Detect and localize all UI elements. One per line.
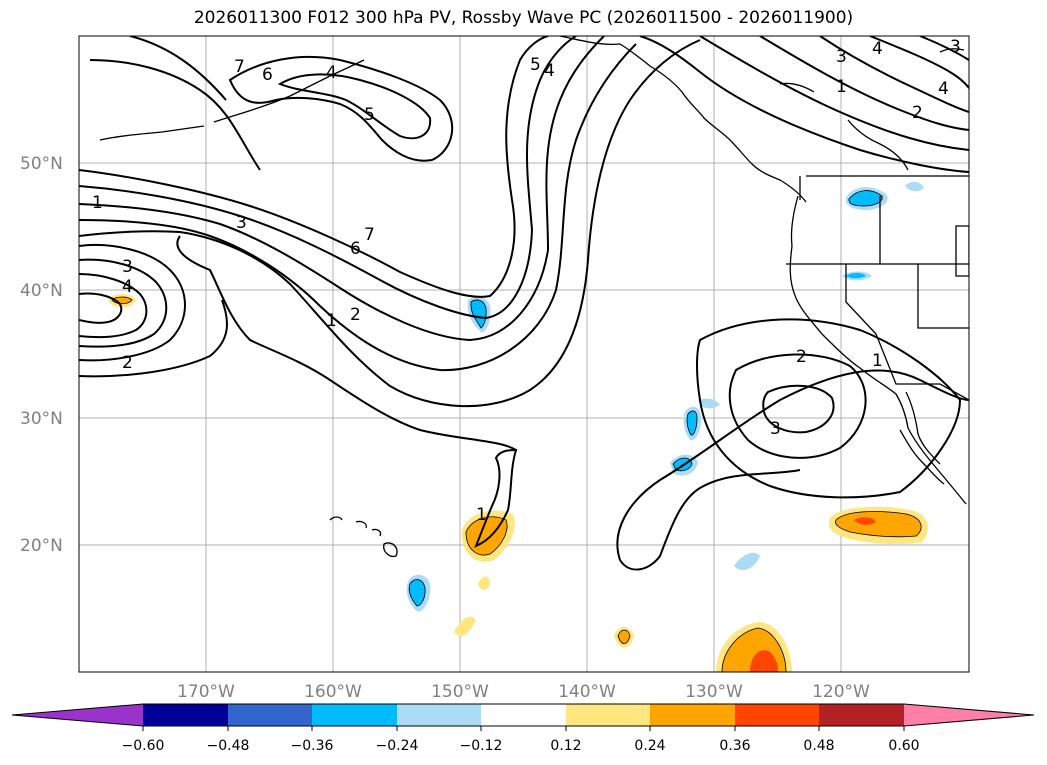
coastlines [99, 36, 969, 558]
anomaly-shading [108, 181, 928, 672]
anomaly-outlines [111, 190, 922, 672]
contour-label: 3 [122, 257, 133, 277]
colorbar-tick-label: 0.48 [803, 738, 834, 754]
contour-label: 6 [350, 239, 361, 259]
lon-label: 120°W [812, 682, 870, 702]
contour-label: 4 [872, 39, 883, 59]
colorbar-segment [397, 704, 481, 726]
contour-label: 6 [262, 65, 273, 85]
pv-contours [79, 36, 969, 571]
colorbar-segment [904, 704, 1034, 726]
map-title: 2026011300 F012 300 hPa PV, Rossby Wave … [193, 8, 854, 28]
colorbar-segment [819, 704, 904, 726]
anomaly-patch [846, 273, 866, 279]
colorbar-tick-label: −0.12 [460, 738, 503, 754]
anomaly-patch [698, 398, 720, 409]
colorbar-tick-label: −0.36 [291, 738, 334, 754]
contour-label: 7 [364, 225, 375, 245]
anomaly-patch [905, 181, 924, 192]
anomaly-patch [687, 410, 697, 436]
contour-label: 2 [350, 305, 361, 325]
contour-label: 3 [236, 213, 247, 233]
contour-label: 7 [234, 57, 245, 77]
anomaly-patch [854, 517, 876, 525]
colorbar [11, 703, 1035, 731]
lon-label: 130°W [685, 682, 743, 702]
colorbar-segment [143, 704, 228, 726]
lon-label: 140°W [558, 682, 616, 702]
colorbar-tick-label: 0.24 [634, 738, 665, 754]
map-panel: 7 6 4 5 5 4 3 4 3 1 2 4 1 3 7 6 1 2 3 4 [78, 35, 970, 673]
colorbar-ticks: −0.60 −0.48 −0.36 −0.24 −0.12 0.12 0.24 … [122, 738, 920, 754]
contour-label: 3 [950, 37, 961, 57]
anomaly-patch [734, 552, 760, 571]
anomaly-patch [618, 630, 630, 644]
anomaly-patch [750, 650, 778, 672]
contour-label: 1 [92, 193, 103, 213]
lat-label: 20°N [20, 536, 63, 556]
colorbar-tick-label: 0.60 [888, 738, 919, 754]
contour-label: 4 [122, 277, 133, 297]
contour-label: 2 [912, 103, 923, 123]
colorbar-segment [12, 704, 143, 726]
lon-label: 170°W [177, 682, 235, 702]
anomaly-patch [454, 616, 476, 637]
contour-label: 4 [544, 61, 555, 81]
colorbar-tick-label: 0.12 [550, 738, 581, 754]
contour-labels: 7 6 4 5 5 4 3 4 3 1 2 4 1 3 7 6 1 2 3 4 [92, 37, 961, 525]
colorbar-tick-label: −0.60 [122, 738, 165, 754]
contour-label: 3 [770, 419, 781, 439]
lat-labels: 50°N 40°N 30°N 20°N [20, 154, 63, 556]
lon-label: 150°W [431, 682, 489, 702]
contour-label: 2 [122, 353, 133, 373]
lon-label: 160°W [304, 682, 362, 702]
anomaly-patch [409, 579, 426, 606]
contour-label: 4 [938, 79, 949, 99]
contour-label: 5 [364, 105, 375, 125]
colorbar-tick-label: −0.48 [207, 738, 250, 754]
contour-label: 3 [836, 47, 847, 67]
colorbar-segment [312, 704, 397, 726]
colorbar-segment [735, 704, 819, 726]
contour-label: 2 [796, 347, 807, 367]
contour-label: 1 [872, 351, 883, 371]
contour-label: 1 [476, 505, 487, 525]
contour-label: 1 [836, 77, 847, 97]
anomaly-patch [470, 300, 487, 328]
colorbar-tick-label: −0.24 [376, 738, 419, 754]
contour-label: 5 [530, 55, 541, 75]
gridlines [79, 36, 969, 672]
colorbar-segment [228, 704, 312, 726]
lat-label: 40°N [20, 281, 63, 301]
colorbar-tick-label: 0.36 [719, 738, 750, 754]
lat-label: 50°N [20, 154, 63, 174]
anomaly-patch [835, 511, 922, 537]
anomaly-patch [478, 576, 490, 590]
anomaly-patch [673, 458, 692, 471]
lon-labels: 170°W 160°W 150°W 140°W 130°W 120°W [177, 682, 870, 702]
contour-label: 4 [326, 63, 337, 83]
contour-label: 1 [326, 311, 337, 331]
colorbar-segment [481, 704, 566, 726]
colorbar-segment [566, 704, 650, 726]
colorbar-segment [650, 704, 735, 726]
lat-label: 30°N [20, 409, 63, 429]
anomaly-patch [848, 190, 883, 206]
